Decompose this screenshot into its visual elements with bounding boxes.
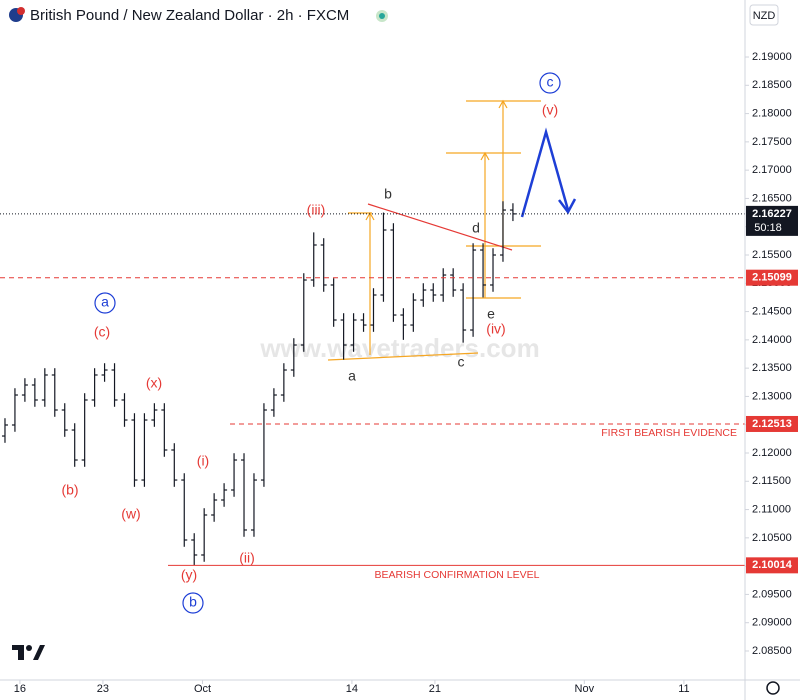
time-axis-panel [0,680,800,700]
axes: 2.085002.090002.095002.100002.105002.110… [14,51,798,695]
wave-label: a [101,294,109,310]
level-price-label: 2.15099 [752,272,792,284]
wave-label: (w) [121,506,140,522]
y-tick-label: 2.18500 [752,79,792,91]
y-tick-label: 2.08500 [752,645,792,657]
y-tick-label: 2.11500 [752,475,791,487]
flag-icon-2 [17,7,25,15]
y-tick-label: 2.15500 [752,249,792,261]
x-tick-label: 11 [678,683,689,695]
wave-label: c [547,74,554,90]
wave-circle [182,592,204,614]
wave-circle [539,72,561,94]
price-axis-panel [745,0,800,700]
wave-label: c [458,354,465,370]
wave-label: d [472,220,480,236]
y-tick-label: 2.16500 [752,192,792,204]
wave-label: (ii) [239,550,255,566]
y-tick-label: 2.14500 [752,305,792,317]
y-tick-label: 2.09500 [752,588,792,600]
level-price-label: 2.12513 [752,418,792,430]
wave-label: (x) [146,375,162,391]
x-tick-label: Nov [575,683,595,695]
countdown: 50:18 [754,222,782,234]
wave-label: (b) [61,482,78,498]
y-tick-label: 2.13500 [752,362,792,374]
y-tick-label: 2.17500 [752,136,792,148]
settings-icon[interactable] [766,681,780,695]
y-tick-label: 2.12000 [752,447,792,459]
wave-label: a [348,368,356,384]
projection-arrow [520,127,570,218]
x-tick-label: Oct [194,683,211,695]
x-tick-label: 14 [346,683,358,695]
chart-title: British Pound / New Zealand Dollar · 2h … [30,7,349,24]
status-dot-inner [379,13,385,19]
wave-label: (iii) [307,202,326,218]
level-price-box [746,557,798,574]
wave-label: e [487,306,495,322]
y-tick-label: 2.17000 [752,164,792,176]
y-tick-label: 2.09000 [752,617,792,629]
wave-label: (c) [94,324,110,340]
level-text: FIRST BEARISH EVIDENCE [601,427,737,439]
level-price-box [746,415,798,432]
level-price-box [746,269,798,286]
y-tick-label: 2.14000 [752,334,792,346]
wave-label: b [189,594,197,610]
wave-label: (y) [181,567,197,583]
y-tick-label: 2.10500 [752,532,792,544]
y-tick-label: 2.13000 [752,390,792,402]
level-text: BEARISH CONFIRMATION LEVEL [375,569,540,581]
tv-logo [12,645,45,660]
arrow-head [558,198,577,215]
last-price-label: 2.16227 [752,208,792,220]
currency: NZD [753,10,776,22]
x-tick-label: 23 [97,683,109,695]
plot-area: FIRST BEARISH EVIDENCE BEARISH CONFIRMATI… [0,72,745,614]
wave-label: (i) [197,453,209,469]
x-tick-label: 21 [429,683,441,695]
x-tick-label: 16 [14,683,26,695]
wave-label: (v) [542,102,558,118]
wave-label: (iv) [486,321,505,337]
y-tick-label: 2.18000 [752,107,792,119]
watermark: www.wavetraders.com [259,333,539,363]
wave-label: b [384,186,392,202]
trend-line [367,203,513,251]
y-tick-label: 2.11000 [752,503,791,515]
wave-circle [94,292,116,314]
currency-box[interactable] [749,4,779,26]
y-tick-label: 2.19000 [752,51,792,63]
level-price-label: 2.10014 [752,559,793,571]
last-price-box [746,205,798,236]
